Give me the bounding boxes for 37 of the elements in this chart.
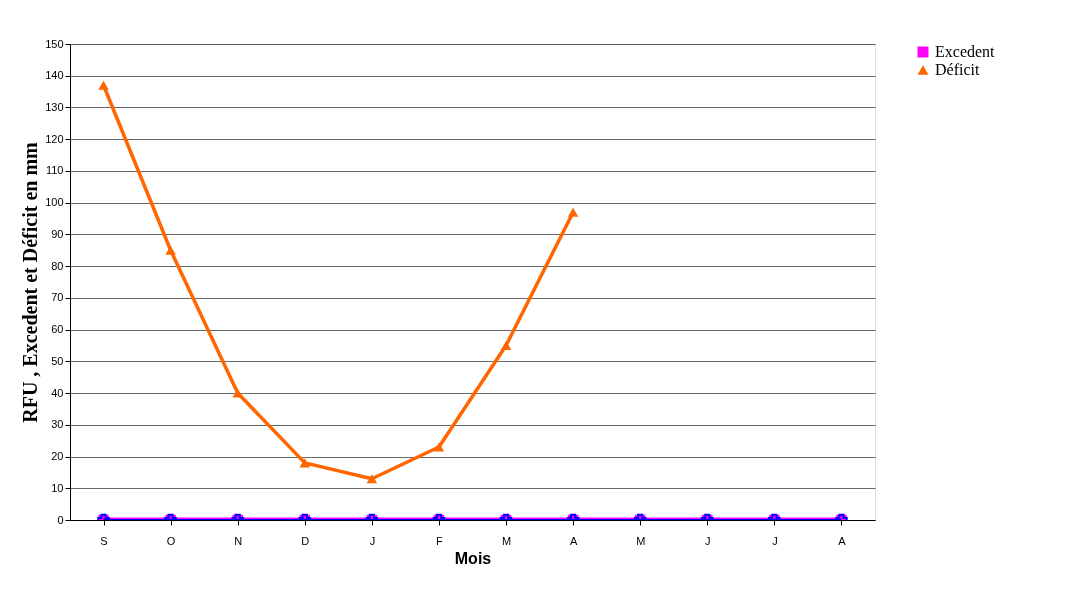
- x-tick-label: J: [369, 534, 376, 547]
- x-tick-label: J: [772, 534, 778, 547]
- y-tick-label: 10: [51, 481, 64, 494]
- y-axis-title: RFU , Excedent et Déficit en mm: [19, 141, 42, 423]
- y-tick-label: 150: [45, 37, 64, 50]
- y-tick-label: 0: [57, 513, 64, 526]
- y-tick-label: 50: [51, 354, 64, 367]
- y-tick-label: 110: [45, 164, 64, 177]
- y-tick-label: 80: [51, 259, 64, 272]
- x-tick-label: N: [234, 534, 243, 547]
- y-tick-label: 90: [51, 227, 64, 240]
- x-axis-title: Mois: [454, 549, 492, 567]
- x-tick-label: O: [166, 534, 176, 547]
- y-tick-label: 130: [45, 100, 64, 113]
- legend-label: Excedent: [935, 43, 996, 60]
- legend-label: Déficit: [935, 61, 980, 78]
- y-tick-label: 140: [45, 69, 64, 82]
- y-tick-label: 20: [51, 450, 64, 463]
- x-tick-label: J: [705, 534, 711, 547]
- x-tick-label: A: [838, 534, 847, 547]
- point: [567, 207, 579, 217]
- y-tick-label: 60: [51, 323, 64, 336]
- point: [98, 80, 109, 90]
- y-tick-label: 40: [51, 386, 64, 399]
- x-tick-label: F: [436, 534, 444, 547]
- x-tick-label: A: [569, 534, 578, 547]
- x-tick-label: D: [301, 534, 310, 547]
- y-tick-label: 120: [45, 132, 64, 145]
- point: [232, 388, 243, 398]
- x-tick-label: M: [501, 534, 512, 547]
- point: [500, 340, 512, 351]
- y-tick-label: 30: [51, 418, 64, 431]
- y-tick-label: 100: [45, 196, 64, 209]
- point: [165, 245, 176, 255]
- y-tick-label: 70: [51, 291, 64, 304]
- x-tick-label: M: [636, 534, 646, 547]
- x-tick-label: S: [100, 534, 108, 547]
